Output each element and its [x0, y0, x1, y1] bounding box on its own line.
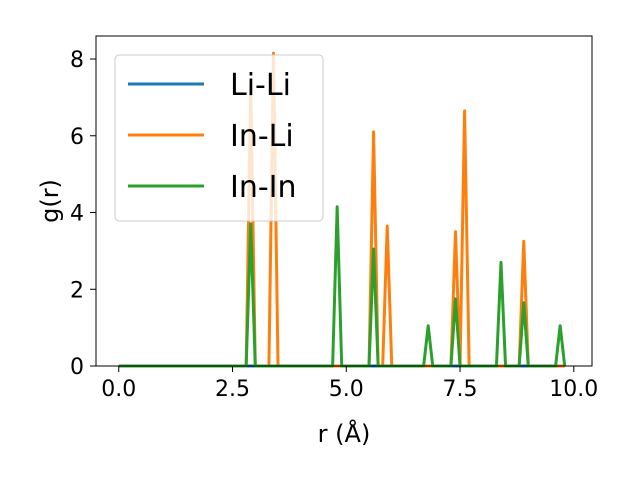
y-tick-label: 4: [70, 202, 84, 227]
axis-ticks: 0.0 2.5 5.0 7.5 10.0 0 2 4 6 8: [70, 48, 598, 402]
y-axis-label: g(r): [36, 179, 64, 223]
x-axis-label: r (Å): [318, 419, 371, 448]
y-tick-label: 2: [70, 278, 84, 303]
x-tick-label: 7.5: [443, 377, 478, 402]
x-tick-label: 5.0: [329, 377, 364, 402]
legend-label-in-li: In-Li: [230, 119, 294, 154]
legend-box: [114, 54, 324, 222]
x-tick-label: 10.0: [549, 377, 598, 402]
legend-label-in-in: In-In: [230, 170, 297, 205]
legend-label-li-li: Li-Li: [230, 68, 291, 103]
x-tick-label: 2.5: [215, 377, 250, 402]
x-tick-label: 0.0: [101, 377, 136, 402]
y-tick-label: 8: [70, 48, 84, 73]
legend: Li-Li In-Li In-In: [114, 54, 324, 222]
y-tick-label: 6: [70, 125, 84, 150]
y-tick-label: 0: [70, 355, 84, 380]
axes-frame: [95, 35, 593, 367]
